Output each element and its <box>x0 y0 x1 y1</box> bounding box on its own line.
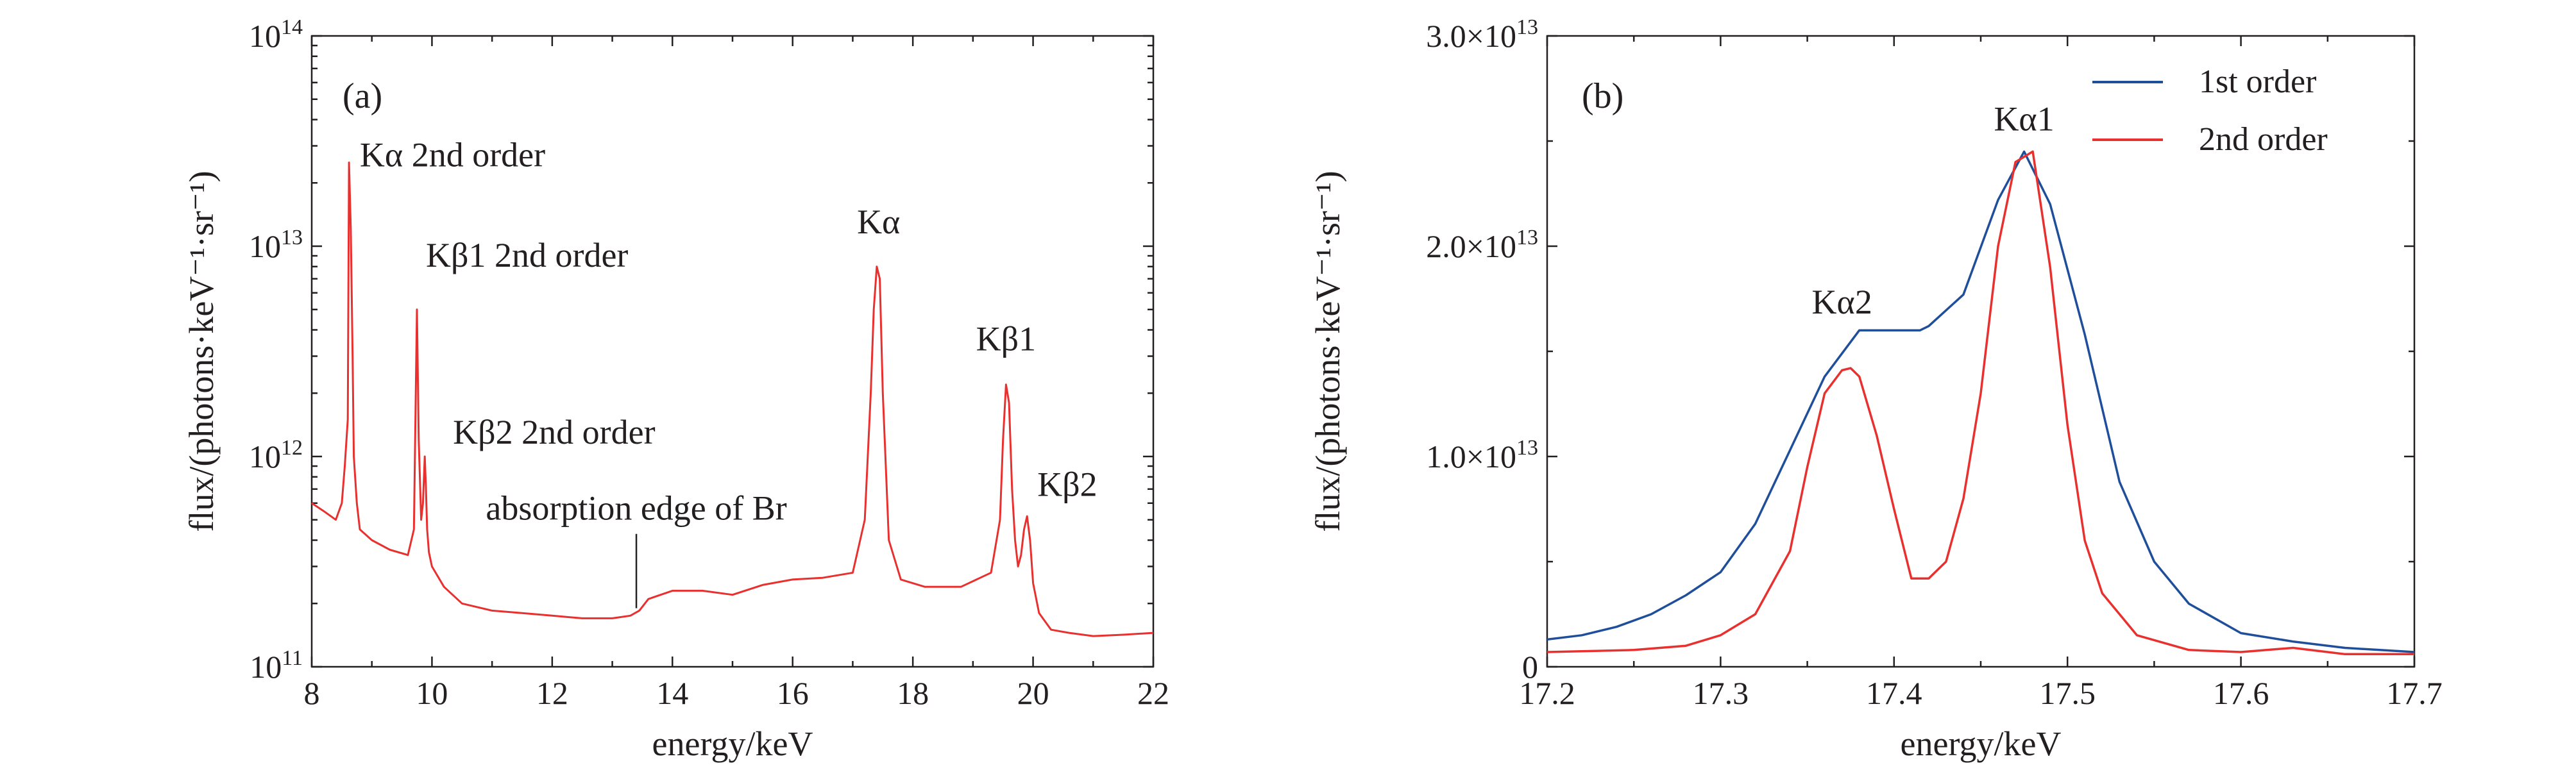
annotation-label: Kβ2 <box>1037 465 1097 503</box>
x-tick-label: 17.7 <box>2386 675 2443 711</box>
x-tick-label: 8 <box>304 675 320 711</box>
annotation-label: Kα2 <box>1812 283 1872 321</box>
y-tick-label: 3.0×1013 <box>1426 15 1538 54</box>
series-lines-a <box>311 162 1154 637</box>
y-tick-label: 1.0×1013 <box>1426 436 1538 474</box>
x-tick-label: 12 <box>536 675 568 711</box>
annotation-label: Kβ1 <box>976 319 1036 358</box>
x-axis-label-a: energy/keV <box>652 724 813 763</box>
annotation-label: Kα <box>857 203 900 241</box>
panel-label-a: (a) <box>343 76 382 116</box>
axis-ticks-b: 17.2 17.3 17.4 17.5 17.6 17.7 0 1.0×1013 2.0×101… <box>1426 15 2442 711</box>
x-tick-label: 16 <box>777 675 809 711</box>
y-tick-label: 1014 <box>249 15 303 54</box>
series-line-flux <box>311 162 1154 637</box>
x-axis-label-b: energy/keV <box>1901 724 2062 763</box>
y-tick-label: 1012 <box>249 436 303 474</box>
x-tick-label: 10 <box>416 675 448 711</box>
annotation-label: Kβ1 2nd order <box>426 236 628 274</box>
annotation-label: Kβ2 2nd order <box>453 413 655 451</box>
annotation-label: Kα1 <box>1994 100 2054 138</box>
x-tick-label: 22 <box>1137 675 1169 711</box>
x-tick-label: 17.6 <box>2213 675 2269 711</box>
y-axis-label-b: flux/(photons·keV⁻¹·sr⁻¹) <box>1309 171 1347 531</box>
annotations-b: Kα2 Kα1 <box>1812 100 2055 321</box>
y-tick-label: 1013 <box>249 226 303 264</box>
x-tick-label: 17.3 <box>1693 675 1749 711</box>
x-tick-label: 14 <box>656 675 688 711</box>
y-tick-label: 0 <box>1522 649 1538 685</box>
chart-panel-b: 17.2 17.3 17.4 17.5 17.6 17.7 0 1.0×1013 2.0×101… <box>1309 15 2443 763</box>
panel-label-b: (b) <box>1582 76 1623 116</box>
legend-b: 1st order 2nd order <box>2092 63 2328 158</box>
legend-label: 2nd order <box>2199 121 2328 158</box>
y-axis-label-a: flux/(photons·keV⁻¹·sr⁻¹) <box>182 171 221 531</box>
series-line-1st-order <box>1546 150 2415 653</box>
series-lines-b <box>1546 150 2415 656</box>
annotation-label: absorption edge of Br <box>486 489 786 528</box>
y-tick-label: 1011 <box>250 646 303 685</box>
x-tick-label: 17.5 <box>2039 675 2096 711</box>
legend-label: 1st order <box>2199 63 2316 100</box>
y-tick-label: 2.0×1013 <box>1426 226 1538 264</box>
x-tick-label: 20 <box>1017 675 1049 711</box>
annotation-label: Kα 2nd order <box>360 135 545 174</box>
series-line-2nd-order <box>1546 150 2414 656</box>
annotations-a: Kα 2nd order Kβ1 2nd order Kβ2 2nd order ab… <box>360 135 1097 608</box>
x-tick-label: 18 <box>897 675 929 711</box>
x-tick-label: 17.2 <box>1519 675 1575 711</box>
x-tick-label: 17.4 <box>1866 675 1922 711</box>
